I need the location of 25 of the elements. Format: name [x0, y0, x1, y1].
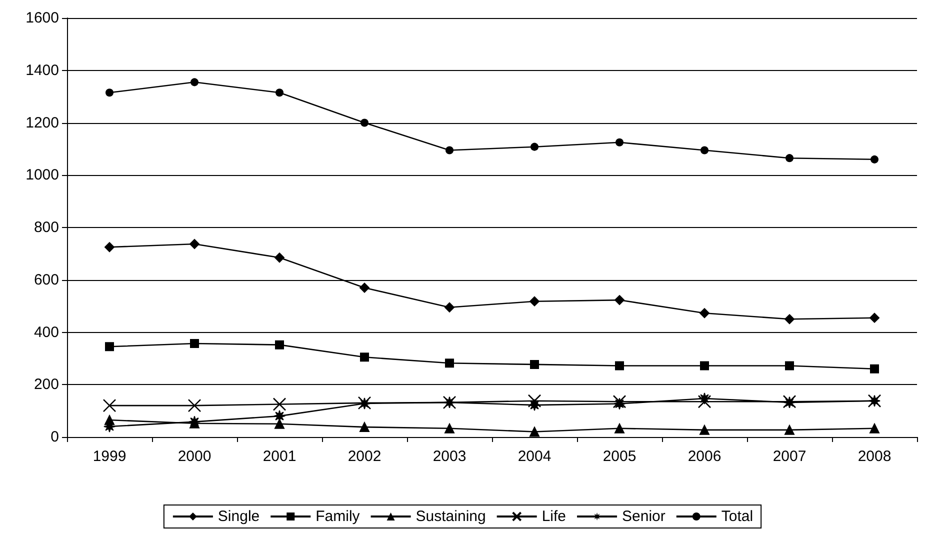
- x-tick-label: 2005: [602, 448, 636, 465]
- y-tick-label: 400: [34, 324, 59, 341]
- legend-label: Sustaining: [416, 508, 486, 525]
- legend-label: Life: [542, 508, 566, 525]
- legend-label: Family: [316, 508, 360, 525]
- legend-label: Senior: [622, 508, 666, 525]
- legend-label: Single: [218, 508, 260, 525]
- y-tick-label: 1200: [26, 114, 59, 132]
- x-tick-label: 1999: [92, 448, 126, 465]
- x-tick-label: 2007: [772, 448, 806, 465]
- y-tick-label: 800: [34, 219, 59, 236]
- y-tick-label: 600: [34, 271, 59, 288]
- y-tick-label: 0: [50, 428, 59, 446]
- x-tick-label: 2002: [348, 448, 382, 465]
- x-tick-label: 2004: [518, 448, 552, 465]
- x-tick-label: 2008: [858, 448, 892, 465]
- x-tick-label: 2003: [432, 448, 466, 465]
- x-tick-label: 2006: [688, 448, 722, 465]
- legend-label: Total: [721, 508, 754, 525]
- y-tick-label: 1000: [26, 166, 59, 184]
- y-tick-label: 1600: [26, 10, 59, 26]
- x-tick-label: 2000: [178, 448, 212, 465]
- x-tick-label: 2001: [262, 448, 296, 465]
- y-tick-label: 1400: [26, 62, 59, 79]
- y-tick-label: 200: [34, 376, 59, 394]
